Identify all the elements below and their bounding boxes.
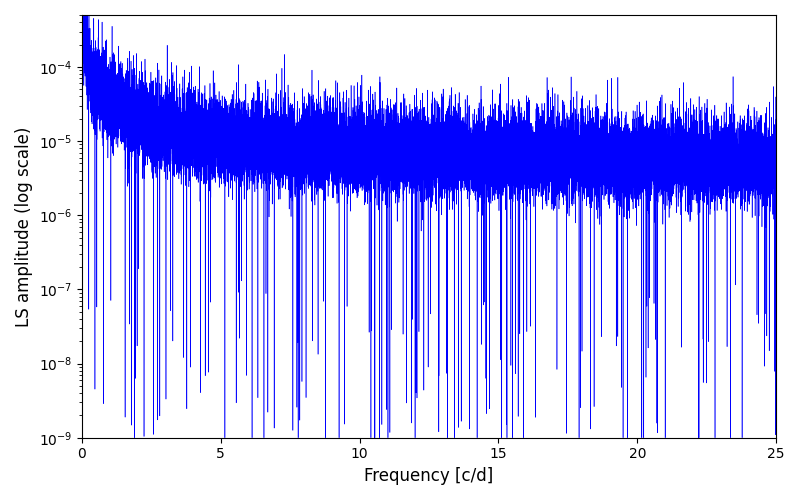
Y-axis label: LS amplitude (log scale): LS amplitude (log scale): [15, 126, 33, 326]
X-axis label: Frequency [c/d]: Frequency [c/d]: [364, 467, 494, 485]
